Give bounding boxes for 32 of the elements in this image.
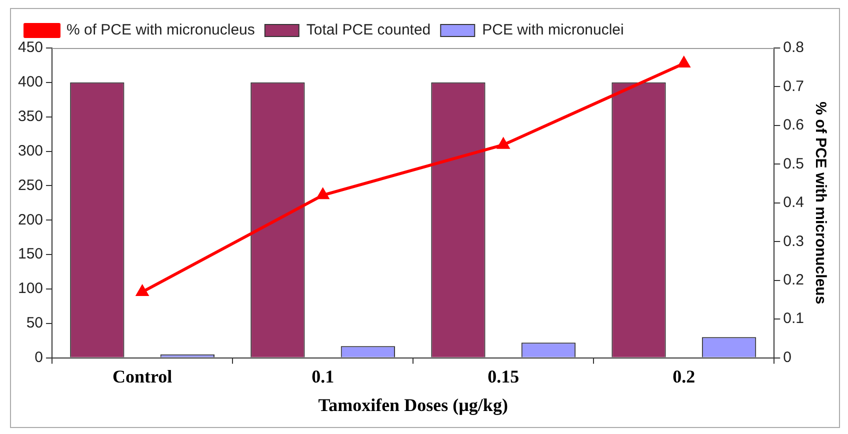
y2-tick-label: 0.4 (783, 194, 804, 212)
point (316, 188, 329, 200)
x-axis-title: Tamoxifen Doses (µg/kg) (318, 394, 508, 415)
y-tick-label: 50 (26, 314, 44, 332)
y-tick-label: 400 (18, 74, 44, 91)
y2-tick-label: 0.5 (783, 155, 804, 172)
y2-tick-label: 0.8 (783, 39, 804, 56)
y2-axis-title: % of PCE with micronucleus (812, 102, 829, 304)
y2-tick-label: 0.7 (783, 78, 804, 95)
y2-tick-label: 0.2 (783, 271, 804, 288)
y-tick-label: 300 (18, 142, 44, 160)
x-tick-label: 0.2 (672, 366, 696, 386)
y2-tick-label: 0.3 (783, 232, 804, 250)
y2-tick-label: 0 (783, 348, 792, 366)
y2-tick-label: 0.6 (783, 116, 804, 134)
legend-label: PCE with micronuclei (482, 22, 624, 39)
y-tick-label: 200 (18, 211, 44, 228)
point (678, 56, 690, 68)
point (136, 285, 148, 296)
x-tick-label: 0.1 (312, 366, 334, 386)
point (498, 138, 510, 149)
y-tick-label: 150 (18, 246, 44, 263)
y-tick-label: 350 (18, 108, 44, 125)
x-tick-label: 0.15 (488, 366, 520, 386)
x-tick-label: Control (112, 366, 172, 386)
y-tick-label: 250 (18, 176, 44, 194)
y-tick-label: 450 (18, 39, 44, 56)
legend-label: Total PCE counted (306, 22, 431, 39)
y-tick-label: 0 (34, 348, 44, 366)
legend-label: % of PCE with micronucleus (66, 22, 255, 39)
y2-tick-label: 0.1 (783, 310, 804, 328)
y-tick-label: 100 (18, 280, 44, 298)
